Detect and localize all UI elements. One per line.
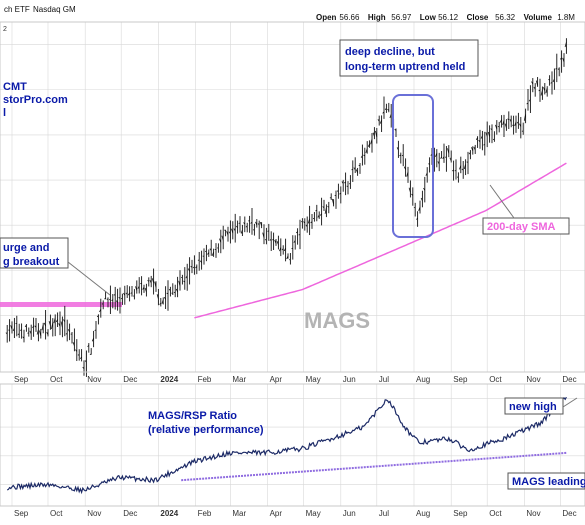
- breakout-band: [0, 302, 122, 307]
- ratio-series-line: [7, 397, 566, 492]
- quote-label-close: Close: [467, 13, 489, 22]
- ratio-x-tick-label: Dec: [123, 509, 137, 518]
- price-bar-open-tick: [299, 234, 300, 235]
- breakout-pointer: [68, 262, 110, 295]
- ratio-x-tick-label: Oct: [489, 509, 502, 518]
- ratio-x-tick-label: May: [306, 509, 321, 518]
- symbol-name-text: ch ETF: [4, 5, 30, 14]
- price-x-tick-label: Apr: [270, 375, 283, 384]
- mags-leading-text: MAGS leading: [512, 476, 585, 488]
- ratio-x-tick-label: Apr: [270, 509, 283, 518]
- price-bar-open-tick: [90, 354, 91, 355]
- breakout-text-2: g breakout: [3, 256, 60, 268]
- price-bar-open-tick: [102, 304, 103, 305]
- quote-value-high: 56.97: [391, 13, 412, 22]
- header-small-tag: 2: [3, 26, 7, 33]
- ratio-x-tick-label: 2024: [160, 509, 178, 518]
- ratio-x-tick-label: Oct: [50, 509, 63, 518]
- ratio-x-tick-label: Nov: [87, 509, 101, 518]
- price-x-tick-label: May: [306, 375, 321, 384]
- price-x-ticks: Sep Oct Nov Dec 2024 Feb Mar Apr May Jun Jul Aug Sep…: [14, 375, 577, 384]
- price-bar-open-tick: [349, 184, 350, 185]
- ratio-x-tick-label: Mar: [232, 509, 246, 518]
- quote-value-open: 56.66: [339, 13, 360, 22]
- ratio-label-2: (relative performance): [148, 424, 264, 436]
- price-x-tick-label: Aug: [416, 375, 430, 384]
- price-x-tick-label: Oct: [489, 375, 502, 384]
- price-x-tick-label: Sep: [453, 375, 468, 384]
- ratio-x-tick-label: Aug: [416, 509, 430, 518]
- price-x-tick-label: Dec: [562, 375, 576, 384]
- ratio-label-1: MAGS/RSP Ratio: [148, 410, 237, 422]
- ratio-x-tick-label: Jul: [379, 509, 389, 518]
- price-x-tick-label: Mar: [232, 375, 246, 384]
- price-x-tick-label: Jul: [379, 375, 389, 384]
- new-high-text: new high: [509, 401, 557, 413]
- quote-label-low: Low: [420, 13, 437, 22]
- price-x-tick-label: Jun: [343, 375, 356, 384]
- price-gridlines: [0, 22, 585, 372]
- price-x-tick-label: Nov: [526, 375, 540, 384]
- price-x-tick-label: Nov: [87, 375, 101, 384]
- quote-value-low: 56.12: [438, 13, 459, 22]
- ratio-x-tick-label: Sep: [453, 509, 468, 518]
- deep-decline-text-2: long-term uptrend held: [345, 61, 465, 73]
- price-bar-open-tick: [109, 299, 110, 300]
- sma-200-line: [194, 163, 566, 318]
- price-x-tick-label: 2024: [160, 375, 178, 384]
- ratio-x-ticks: Sep Oct Nov Dec 2024 Feb Mar Apr May Jun Jul Aug Sep…: [14, 509, 577, 518]
- quote-label-open: Open: [316, 13, 337, 22]
- ratio-x-tick-label: Dec: [562, 509, 576, 518]
- ratio-x-tick-label: Nov: [526, 509, 540, 518]
- price-x-tick-label: Sep: [14, 375, 29, 384]
- price-x-tick-label: Oct: [50, 375, 63, 384]
- sma-label-pointer: [490, 185, 514, 218]
- quote-label-volume: Volume: [524, 13, 553, 22]
- ratio-x-tick-label: Sep: [14, 509, 29, 518]
- breakout-text-1: urge and: [3, 242, 49, 254]
- quote-label-high: High: [368, 13, 386, 22]
- symbol-watermark: MAGS: [304, 308, 370, 333]
- quote-value-volume: 1.8M: [557, 13, 575, 22]
- quote-value-close: 56.32: [495, 13, 516, 22]
- exchange-text: Nasdaq GM: [33, 5, 76, 14]
- price-x-tick-label: Feb: [198, 375, 212, 384]
- deep-decline-box: [393, 95, 433, 237]
- ratio-x-tick-label: Feb: [198, 509, 212, 518]
- price-bar-open-tick: [556, 68, 557, 69]
- price-x-tick-label: Dec: [123, 375, 137, 384]
- price-panel-frame: [0, 22, 585, 372]
- ratio-x-tick-label: Jun: [343, 509, 356, 518]
- deep-decline-text-1: deep decline, but: [345, 46, 435, 58]
- watermark-line-1: CMT: [3, 81, 27, 93]
- watermark-line-2: storPro.com: [3, 94, 68, 106]
- price-bars: [6, 38, 567, 377]
- watermark-line-3: l: [3, 107, 6, 119]
- sma-label-text: 200-day SMA: [487, 221, 556, 233]
